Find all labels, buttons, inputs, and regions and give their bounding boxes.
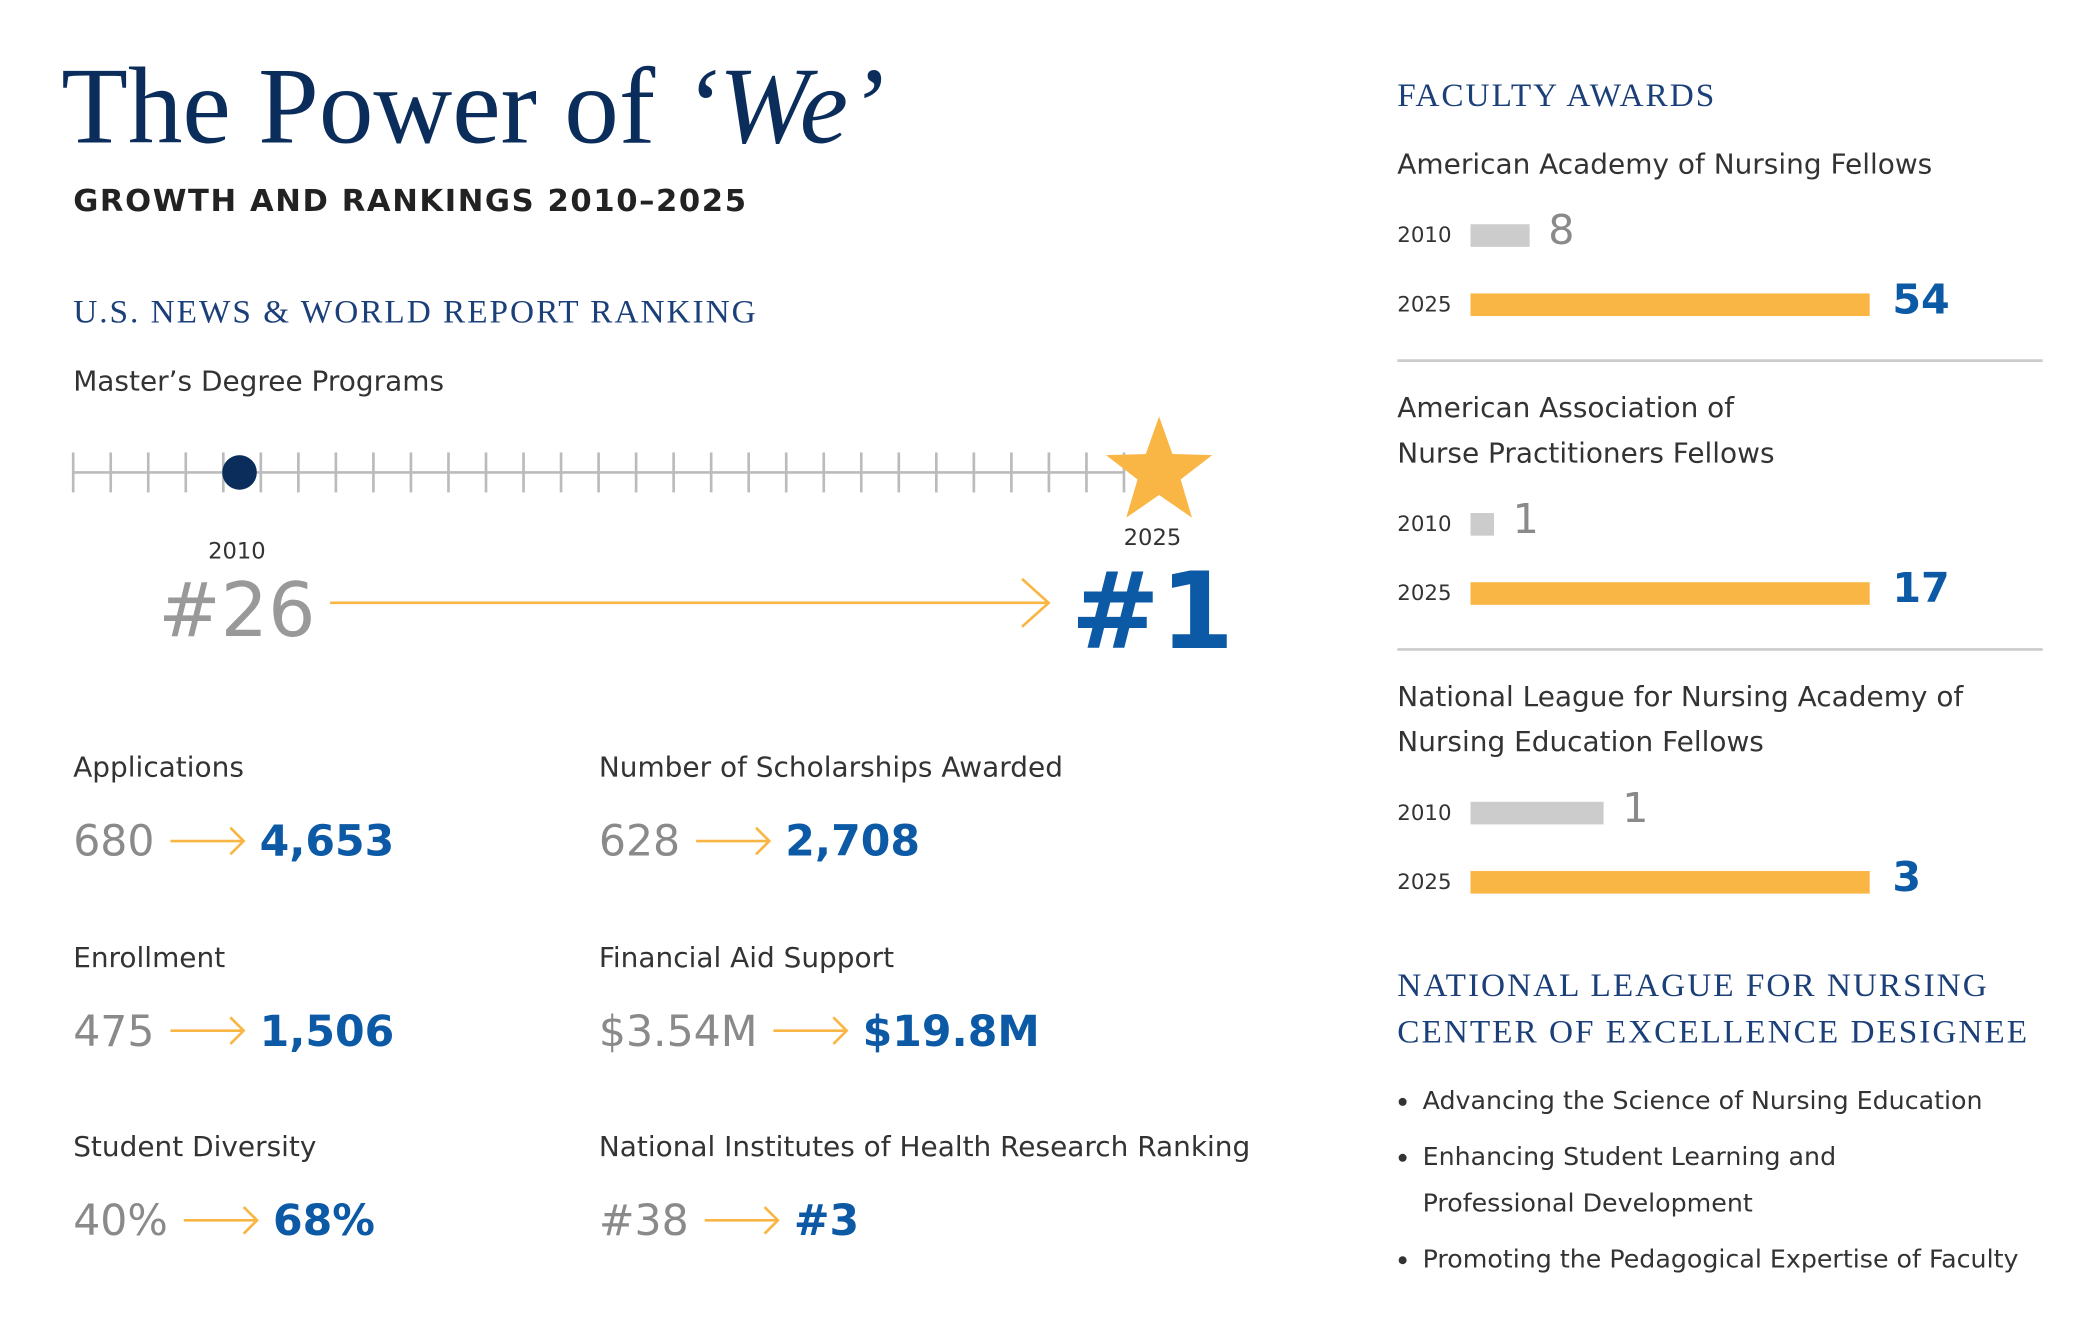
bar xyxy=(1470,513,1494,536)
stat-to: #3 xyxy=(793,1195,860,1246)
award-label: American Academy of Nursing Fellows xyxy=(1397,148,1933,181)
stat-from: 680 xyxy=(73,815,155,867)
stat-label: Enrollment xyxy=(73,940,226,973)
title: The Power of ‘We’ xyxy=(61,51,884,161)
title-emphasis: ‘We’ xyxy=(682,45,885,167)
stat-to: 1,506 xyxy=(259,1005,395,1056)
title-text: The Power of xyxy=(61,45,683,167)
bar-value: 54 xyxy=(1892,276,1950,325)
stat-to: $19.8M xyxy=(862,1005,1040,1056)
section-heading: FACULTY AWARDS xyxy=(1397,77,1717,114)
section-heading: NATIONAL LEAGUE FOR NURSING xyxy=(1397,968,1989,1005)
arrowhead xyxy=(229,1016,246,1045)
year-label: 2010 xyxy=(1397,799,1452,826)
stat-from: 475 xyxy=(73,1005,155,1056)
bar-value: 1 xyxy=(1512,495,1539,544)
bar-value: 8 xyxy=(1548,206,1575,255)
bar-value: 17 xyxy=(1892,564,1950,613)
rank-from: #26 xyxy=(158,568,316,655)
timeline-dot xyxy=(222,455,257,490)
ranking-label: Master’s Degree Programs xyxy=(73,365,445,398)
timeline-star xyxy=(1106,416,1213,518)
bar xyxy=(1470,801,1604,825)
stat-label: Student Diversity xyxy=(73,1130,317,1163)
arrowhead xyxy=(242,1206,259,1235)
list-item: Promoting the Pedagogical Expertise of F… xyxy=(1422,1244,2019,1275)
year-label: 2025 xyxy=(1397,868,1452,895)
award-label: Nurse Practitioners Fellows xyxy=(1397,437,1775,470)
bullet xyxy=(1398,1097,1407,1106)
bar xyxy=(1470,870,1870,894)
arrowhead xyxy=(763,1206,780,1235)
arrowhead xyxy=(832,1016,849,1045)
award-label: Nursing Education Fellows xyxy=(1397,725,1764,758)
stat-from: #38 xyxy=(598,1195,689,1246)
arrowhead xyxy=(229,826,246,856)
year-label: 2010 xyxy=(208,538,266,565)
year-label: 2010 xyxy=(1397,222,1452,248)
stat-to: 68% xyxy=(272,1195,375,1246)
stat-label: National Institutes of Health Research R… xyxy=(598,1130,1251,1163)
stat-from: $3.54M xyxy=(598,1005,758,1056)
bar xyxy=(1470,224,1530,247)
rank-to: #1 xyxy=(1070,549,1235,674)
stat-label: Number of Scholarships Awarded xyxy=(598,751,1063,784)
stat-label: Applications xyxy=(73,751,244,784)
award-label: American Association of xyxy=(1397,391,1735,424)
year-label: 2025 xyxy=(1123,524,1182,552)
list-item: Advancing the Science of Nursing Educati… xyxy=(1422,1086,1983,1116)
stat-to: 2,708 xyxy=(785,815,920,867)
section-heading: U.S. NEWS & WORLD REPORT RANKING xyxy=(73,294,758,331)
bar xyxy=(1470,293,1870,317)
year-label: 2010 xyxy=(1397,511,1452,537)
stat-to: 4,653 xyxy=(259,815,395,867)
award-label: National League for Nursing Academy of xyxy=(1397,680,1964,713)
bar-value: 3 xyxy=(1892,853,1922,902)
arrowhead xyxy=(755,826,772,856)
subtitle: GROWTH AND RANKINGS 2010–2025 xyxy=(73,184,748,219)
list-item: Enhancing Student Learning and xyxy=(1422,1142,1837,1172)
year-label: 2025 xyxy=(1397,291,1452,317)
stat-label: Financial Aid Support xyxy=(598,940,895,973)
section-heading: CENTER OF EXCELLENCE DESIGNEE xyxy=(1397,1014,2030,1051)
bullet xyxy=(1398,1256,1407,1265)
arrowhead xyxy=(1021,577,1051,628)
stat-from: 40% xyxy=(73,1195,168,1246)
year-label: 2025 xyxy=(1397,580,1452,606)
list-item: Professional Development xyxy=(1422,1189,1753,1219)
bar-value: 1 xyxy=(1622,784,1649,833)
bullet xyxy=(1398,1153,1407,1162)
stat-from: 628 xyxy=(598,815,681,867)
bar xyxy=(1470,582,1870,605)
